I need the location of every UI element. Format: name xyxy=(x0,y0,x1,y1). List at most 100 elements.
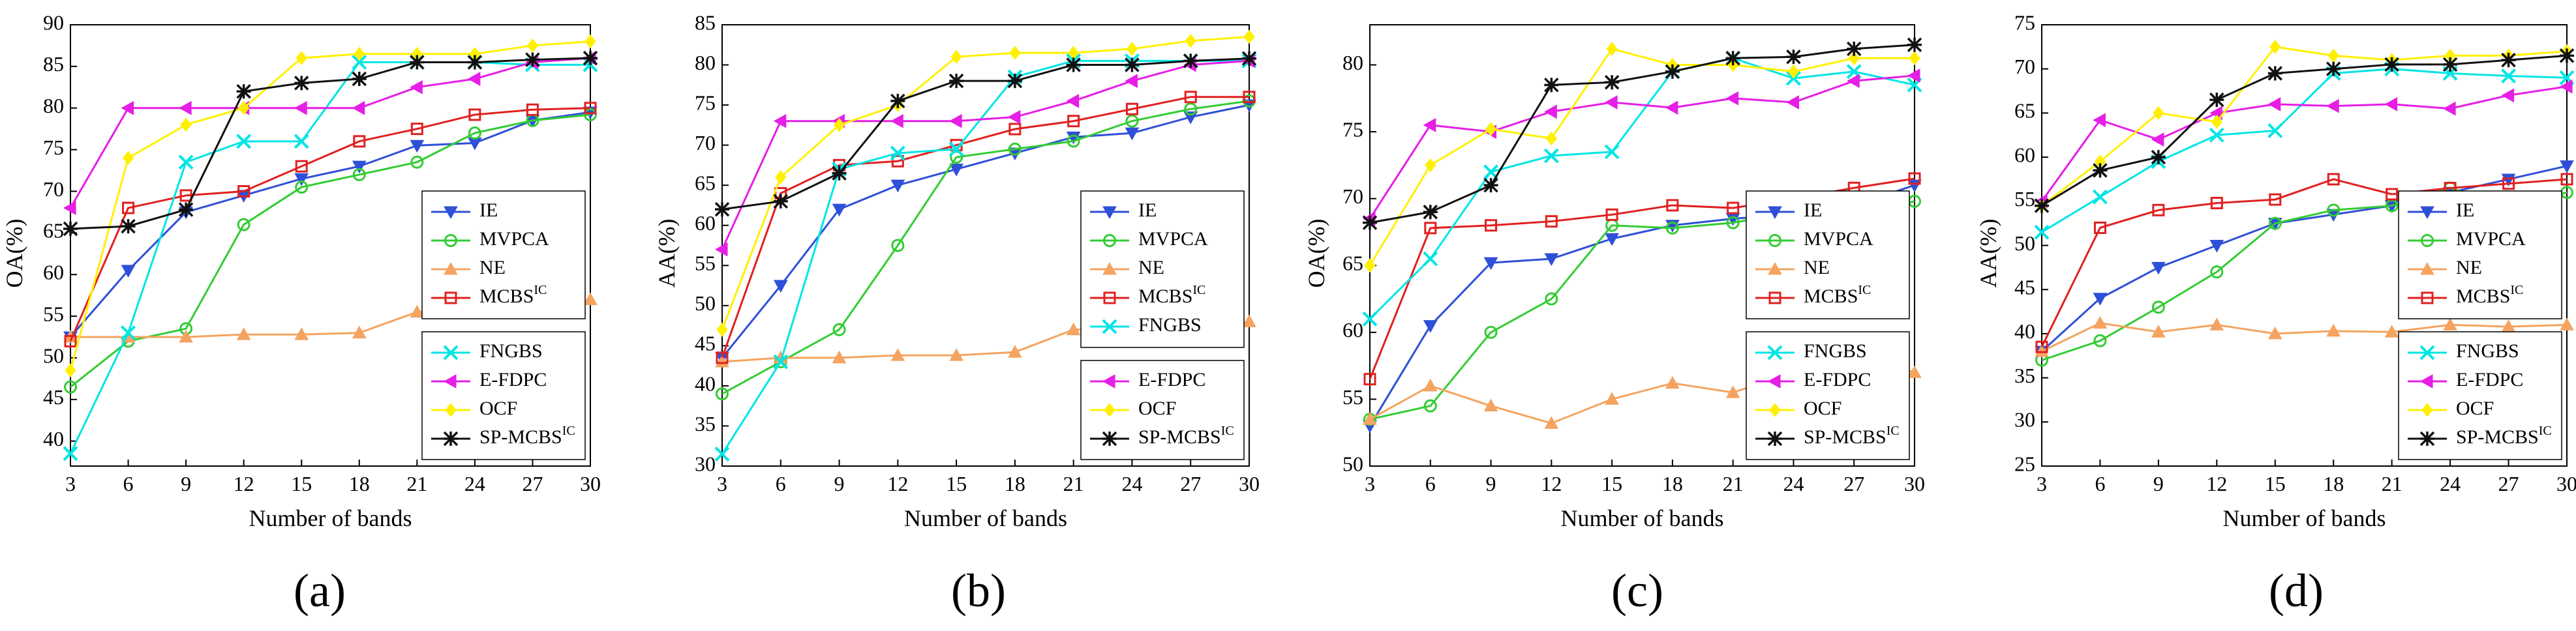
data-point xyxy=(1725,385,1740,398)
legend-marker xyxy=(2421,234,2434,247)
data-point xyxy=(179,189,192,202)
y-tick-label: 75 xyxy=(2014,10,2035,34)
data-point xyxy=(1666,199,1679,212)
x-tick-label: 30 xyxy=(2556,472,2576,495)
legend-label: E-FDPC xyxy=(1804,369,1871,390)
legend-label: E-FDPC xyxy=(2456,369,2523,390)
data-point xyxy=(1544,104,1557,119)
legend-label: SP-MCBSIC xyxy=(479,424,575,448)
series-line xyxy=(721,59,1249,455)
data-point xyxy=(1605,208,1618,221)
data-point xyxy=(178,154,194,170)
data-point xyxy=(1786,49,1801,65)
data-point xyxy=(1483,177,1498,193)
legend-marker xyxy=(1102,374,1115,389)
legend-marker xyxy=(444,206,458,220)
y-tick-label: 40 xyxy=(43,427,64,450)
data-point xyxy=(2267,123,2283,138)
data-point xyxy=(2211,115,2222,129)
series-line xyxy=(69,61,590,454)
plot-frame xyxy=(70,24,591,467)
plot-frame xyxy=(721,24,1250,467)
series-sp-mcbs xyxy=(63,50,598,237)
legend-label: E-FDPC xyxy=(479,369,547,390)
data-point xyxy=(352,168,366,181)
data-point xyxy=(2384,97,2398,111)
data-point xyxy=(2151,149,2166,165)
legend-marker xyxy=(443,345,459,360)
data-point xyxy=(1067,134,1080,148)
legend-label: IE xyxy=(1804,199,1822,221)
data-point xyxy=(1423,118,1436,132)
data-point xyxy=(2093,163,2108,178)
y-tick-label: 70 xyxy=(695,131,716,154)
series-e-fdpc xyxy=(63,51,596,215)
y-tick-label: 45 xyxy=(695,332,716,355)
data-point xyxy=(1125,114,1139,128)
data-point xyxy=(121,325,136,341)
data-point xyxy=(122,201,135,214)
data-point xyxy=(179,329,193,343)
x-tick-label: 3 xyxy=(2037,472,2047,495)
data-point xyxy=(890,145,905,161)
data-point xyxy=(295,51,307,65)
data-point xyxy=(236,134,252,149)
data-point xyxy=(352,100,365,115)
data-point xyxy=(584,34,596,49)
data-point xyxy=(2209,92,2224,108)
data-point xyxy=(714,242,728,257)
data-point xyxy=(2267,97,2281,111)
y-tick-label: 25 xyxy=(2014,452,2035,475)
data-point xyxy=(2269,193,2282,206)
legend-label: MCBSIC xyxy=(1138,283,1205,307)
data-point xyxy=(950,50,962,65)
legend-marker xyxy=(1768,291,1781,304)
legend-marker xyxy=(2421,403,2433,417)
legend-marker xyxy=(444,291,457,304)
x-tick-label: 30 xyxy=(1239,472,1260,495)
data-point xyxy=(1604,144,1620,160)
data-point xyxy=(237,184,250,198)
legend-marker xyxy=(2420,261,2434,275)
series-line xyxy=(70,57,591,230)
data-point xyxy=(1008,142,1022,156)
data-point xyxy=(773,194,789,209)
data-point xyxy=(352,55,367,70)
x-tick-label: 21 xyxy=(1063,472,1084,495)
data-point xyxy=(1008,345,1022,358)
data-point xyxy=(2559,79,2573,94)
data-point xyxy=(179,100,192,115)
legend-label: IE xyxy=(2456,199,2474,221)
series-line xyxy=(721,100,1250,395)
x-tick-label: 12 xyxy=(2206,472,2227,495)
data-point xyxy=(1907,37,1922,53)
y-axis-label: OA(%) xyxy=(1303,219,1329,288)
data-point xyxy=(1007,73,1023,89)
data-point xyxy=(1606,42,1618,56)
series-line xyxy=(2040,85,2568,202)
series-line xyxy=(2041,46,2568,207)
legend-marker xyxy=(2421,291,2434,304)
data-point xyxy=(890,93,905,109)
y-tick-label: 75 xyxy=(1342,117,1363,141)
data-point xyxy=(1605,95,1618,110)
data-point xyxy=(1908,172,1921,185)
data-point xyxy=(1544,416,1559,429)
y-tick-label: 45 xyxy=(43,385,64,409)
data-point xyxy=(2326,61,2341,76)
y-tick-label: 65 xyxy=(1342,252,1363,275)
data-point xyxy=(1665,375,1680,389)
data-point xyxy=(1665,221,1679,235)
series-line xyxy=(721,59,1250,250)
y-tick-label: 70 xyxy=(43,177,64,201)
data-point xyxy=(890,179,905,193)
y-tick-label: 55 xyxy=(43,302,64,325)
data-point xyxy=(1125,57,1140,72)
data-point xyxy=(1008,123,1022,136)
data-point xyxy=(833,118,845,132)
y-tick-label: 50 xyxy=(1342,452,1363,475)
data-point xyxy=(295,160,308,173)
x-tick-label: 18 xyxy=(2323,472,2344,495)
data-point xyxy=(352,325,367,339)
x-tick-label: 15 xyxy=(946,472,967,495)
